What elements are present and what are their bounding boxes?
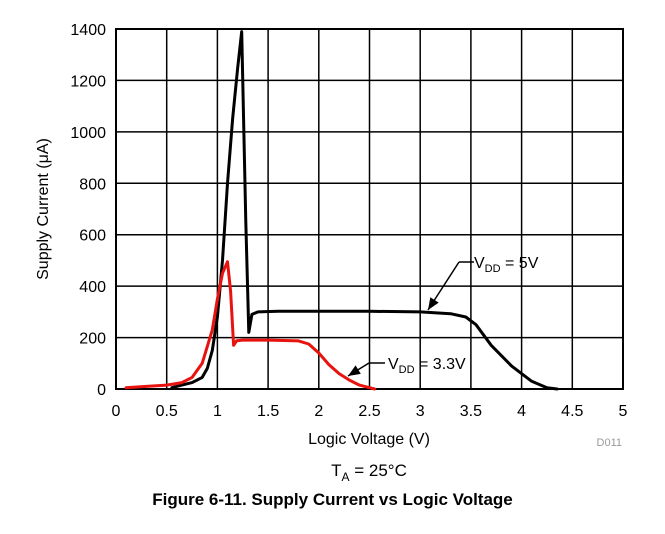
y-tick-label: 1000	[70, 125, 106, 142]
x-tick-label: 2	[314, 403, 323, 420]
vdd5-label-main: V	[474, 255, 485, 272]
figure-caption: Figure 6-11. Supply Current vs Logic Vol…	[152, 490, 513, 509]
x-tick-label: 3	[416, 403, 425, 420]
y-tick-label: 400	[79, 279, 106, 296]
vdd33-label-sub: DD	[399, 364, 415, 376]
x-tick-label: 1.5	[257, 403, 279, 420]
y-tick-label: 0	[97, 382, 106, 399]
y-tick-label: 1200	[70, 73, 106, 90]
x-tick-label: 4.5	[561, 403, 583, 420]
y-tick-label: 1400	[70, 22, 106, 39]
vdd33-label-main: V	[388, 356, 399, 373]
y-tick-labels: 0 200 400 600 800 1000 1200 1400	[70, 22, 106, 399]
vdd5-label-sub: DD	[485, 263, 501, 275]
vdd33-label: VDD = 3.3V	[388, 356, 466, 376]
grid-lines	[115, 28, 624, 390]
y-tick-label: 200	[79, 331, 106, 348]
x-tick-label: 0	[112, 403, 121, 420]
vdd33-callout-arrowhead	[348, 365, 361, 376]
vdd5-label-rest: = 5V	[501, 255, 539, 272]
x-tick-label: 4	[517, 403, 526, 420]
x-tick-label: 0.5	[156, 403, 178, 420]
condition-main: T	[331, 461, 341, 480]
vdd5-label: VDD = 5V	[474, 255, 539, 275]
y-tick-label: 600	[79, 228, 106, 245]
vdd5-callout-arrowhead	[428, 297, 439, 310]
series-lines	[124, 30, 559, 391]
x-tick-label: 2.5	[358, 403, 380, 420]
temperature-condition: TA = 25°C	[331, 461, 407, 484]
x-tick-label: 3.5	[460, 403, 482, 420]
vdd33-label-rest: = 3.3V	[415, 356, 466, 373]
series-line-0	[170, 30, 559, 391]
y-tick-label: 800	[79, 176, 106, 193]
condition-rest: = 25°C	[350, 461, 407, 480]
x-tick-labels: 0 0.5 1 1.5 2 2.5 3 3.5 4 4.5 5	[112, 403, 628, 420]
chart-code: D011	[597, 437, 622, 449]
x-tick-label: 5	[619, 403, 628, 420]
x-axis-label: Logic Voltage (V)	[308, 431, 430, 448]
series-line-1	[124, 260, 377, 391]
y-axis-label: Supply Current (μA)	[35, 138, 52, 280]
x-tick-label: 1	[213, 403, 222, 420]
condition-sub: A	[342, 470, 350, 484]
